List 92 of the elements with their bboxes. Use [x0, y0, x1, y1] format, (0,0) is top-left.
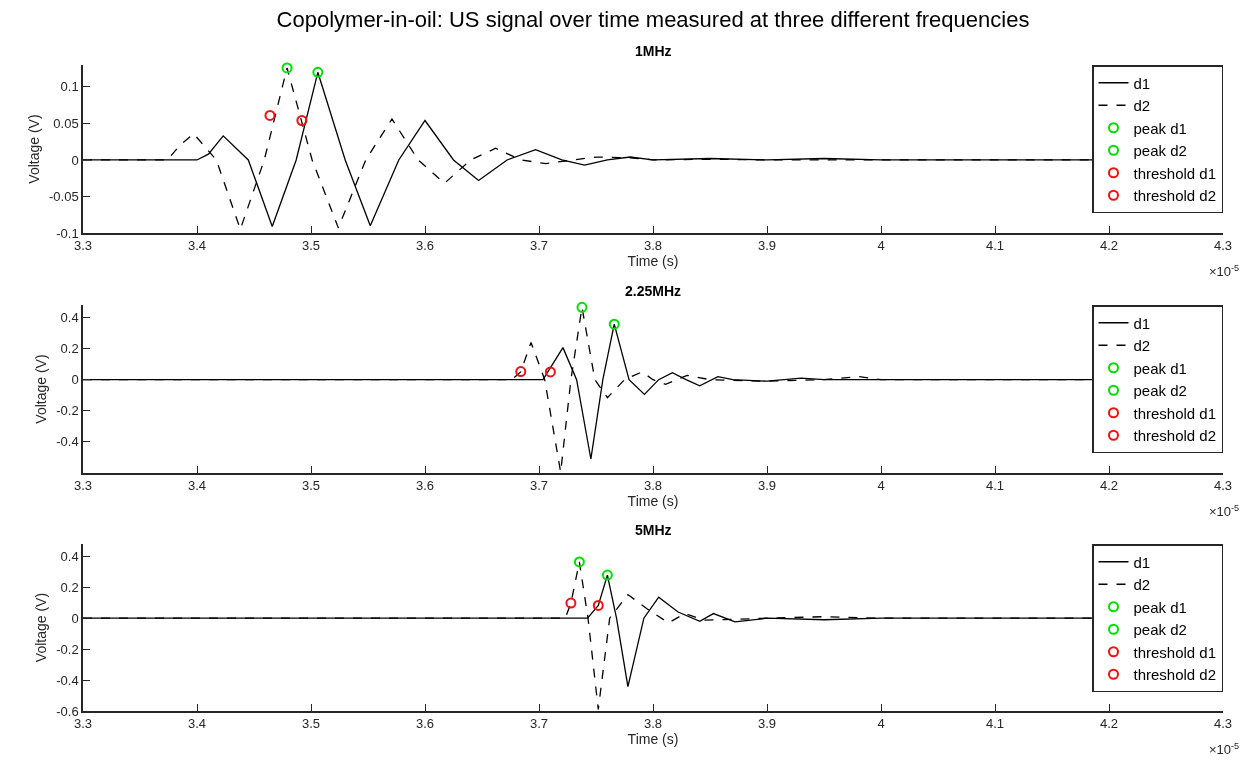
legend-label: threshold d1: [1133, 164, 1217, 182]
x-axis-title: Time (s): [627, 731, 679, 748]
y-tick-label: -0.2: [56, 403, 79, 419]
chart-title: 5MHz: [635, 522, 672, 538]
x-tick-label: 4.1: [985, 716, 1005, 732]
x-tick-label: 4.2: [1099, 478, 1119, 494]
y-axis-title: Voltage (V): [33, 592, 50, 663]
x-tick-label: 4: [877, 478, 885, 494]
legend-label: d1: [1133, 74, 1151, 92]
x-tick-label: 3.5: [301, 238, 321, 254]
point: [312, 66, 324, 78]
legend-label: peak d1: [1133, 359, 1187, 377]
x-tick-label: 3.3: [73, 478, 93, 494]
x-tick-label: 3.7: [529, 478, 549, 494]
chart-title: 2.25MHz: [625, 283, 682, 299]
y-tick-label: 0: [71, 372, 79, 388]
x-tick-label: 4.3: [1213, 478, 1233, 494]
y-tick-label: -0.1: [56, 225, 79, 241]
x-tick-label: 4.1: [985, 478, 1005, 494]
x-tick-label: 3.9: [757, 238, 777, 254]
legend-label: d2: [1133, 576, 1151, 594]
y-tick-label: 0: [71, 610, 79, 626]
text: ×10$^{-5}$: [1209, 741, 1240, 758]
x-tick-label: 3.4: [187, 478, 207, 494]
x-tick-label: 3.9: [757, 716, 777, 732]
x-tick-label: 3.7: [529, 238, 549, 254]
legend-label: threshold d1: [1133, 404, 1217, 422]
x-tick-label: 3.3: [73, 716, 93, 732]
x-tick-label: 3.8: [643, 716, 663, 732]
point: [281, 62, 293, 74]
legend-label: threshold d2: [1133, 187, 1217, 205]
legend-label: peak d1: [1133, 119, 1187, 137]
point: [565, 597, 577, 609]
legend-label: peak d1: [1133, 598, 1187, 616]
x-tick-label: 4.2: [1099, 238, 1119, 254]
legend-label: d1: [1133, 553, 1151, 571]
y-tick-label: 0.4: [60, 309, 79, 325]
legend-label: peak d2: [1133, 382, 1187, 400]
x-tick-label: 4: [877, 716, 885, 732]
y-tick-label: -0.2: [56, 641, 79, 657]
legend-label: threshold d1: [1133, 643, 1217, 661]
y-tick-label: 0.4: [60, 548, 79, 564]
y-axis-title: Voltage (V): [33, 354, 50, 424]
legend-label: threshold d2: [1133, 427, 1217, 445]
point: [264, 109, 276, 121]
x-tick-label: 4.3: [1213, 716, 1233, 732]
y-tick-label: -0.4: [56, 672, 79, 688]
x-tick-label: 3.6: [415, 716, 435, 732]
x-tick-label: 3.5: [301, 716, 321, 732]
y-tick-label: 0: [71, 152, 79, 168]
x-tick-label: 3.8: [643, 478, 663, 494]
x-tick-label: 3.4: [187, 716, 207, 732]
x-tick-label: 4.1: [985, 238, 1005, 254]
point: [601, 569, 613, 581]
point: [573, 556, 585, 568]
point: [544, 366, 556, 378]
x-tick-label: 3.3: [73, 238, 93, 254]
legend-label: peak d2: [1133, 621, 1187, 639]
y-tick-label: -0.6: [56, 703, 79, 719]
x-tick-label: 3.6: [415, 238, 435, 254]
x-tick-label: 3.4: [187, 238, 207, 254]
point: [592, 599, 604, 611]
x-tick-label: 4: [877, 238, 885, 254]
x-tick-label: 3.9: [757, 478, 777, 494]
legend-label: peak d2: [1133, 142, 1187, 160]
y-tick-label: 0.2: [60, 341, 79, 357]
point: [296, 115, 308, 127]
y-tick-label: -0.4: [56, 434, 79, 450]
point: [515, 366, 527, 378]
y-axis-title: Voltage (V): [26, 114, 43, 184]
x-tick-label: 3.7: [529, 716, 549, 732]
y-tick-label: 0.2: [60, 579, 79, 595]
x-axis-title: Time (s): [627, 493, 679, 510]
y-tick-label: 0.05: [53, 115, 79, 131]
text: ×10$^{-5}$: [1209, 263, 1240, 280]
point: [608, 318, 620, 330]
legend-label: d2: [1133, 97, 1151, 115]
y-tick-label: -0.05: [49, 189, 79, 205]
x-axis-title: Time (s): [627, 253, 679, 270]
text: ×10$^{-5}$: [1209, 503, 1240, 520]
legend-label: d2: [1133, 337, 1151, 355]
x-tick-label: 3.8: [643, 238, 663, 254]
chart-subtitle: 1MHz: [635, 43, 672, 59]
legend-label: threshold d2: [1133, 666, 1217, 684]
y-tick-label: 0.1: [60, 79, 79, 95]
x-tick-label: 3.5: [301, 478, 321, 494]
x-tick-label: 3.6: [415, 478, 435, 494]
x-tick-label: 4.2: [1099, 716, 1119, 732]
chart-title: Copolymer-in-oil: US signal over time measured at three different frequencies: [276, 7, 1030, 33]
x-tick-label: 4.3: [1213, 238, 1233, 254]
point: [576, 301, 588, 313]
legend-label: d1: [1133, 314, 1151, 332]
